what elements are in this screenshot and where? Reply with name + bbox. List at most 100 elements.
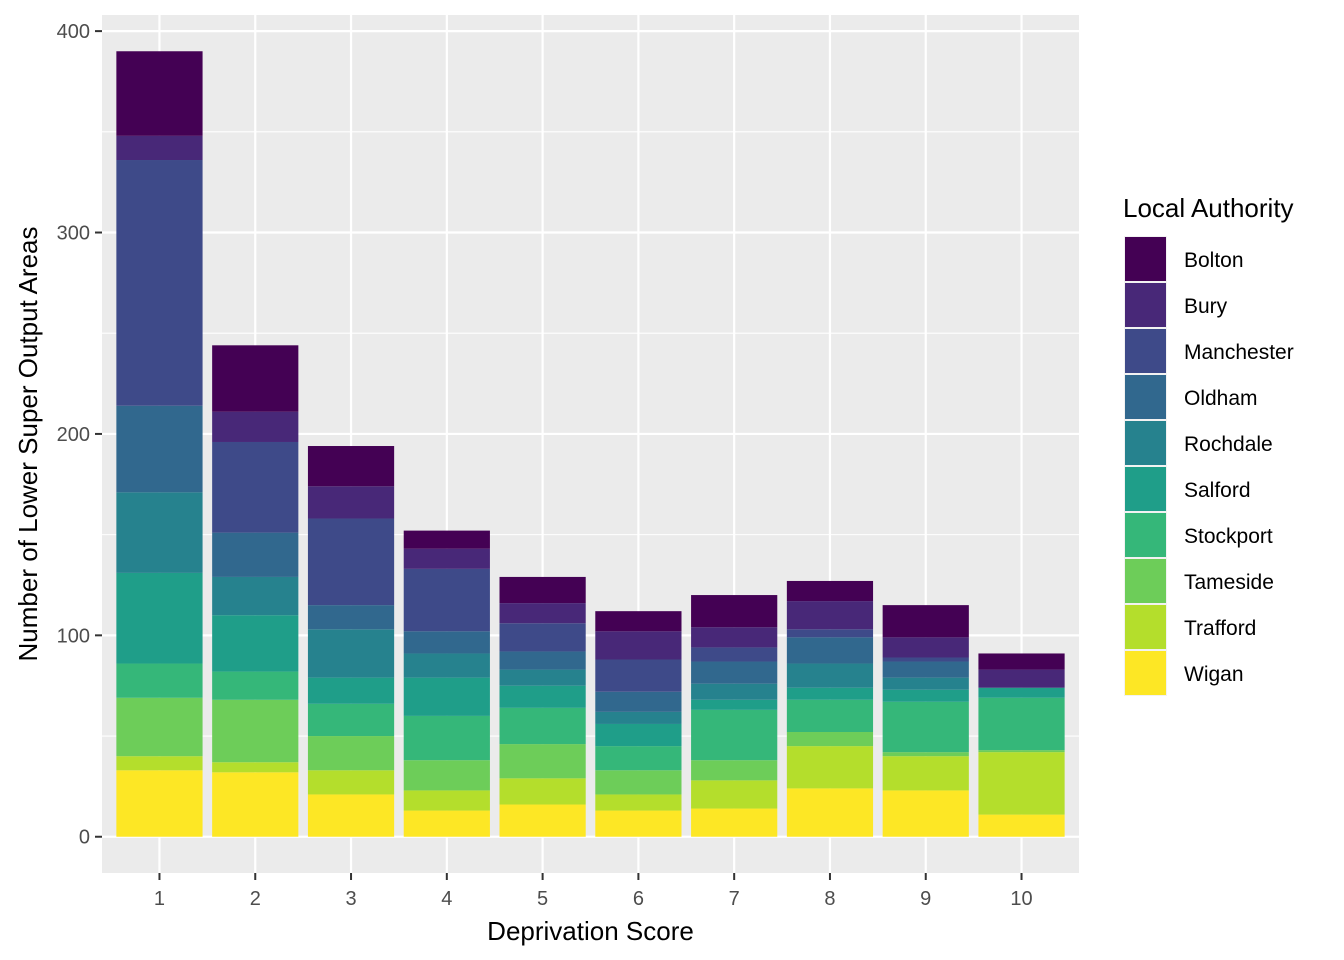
bar-rochdale-score-7	[691, 683, 778, 700]
bar-trafford-score-3	[307, 770, 395, 795]
bar-oldham-score-9	[882, 661, 969, 678]
bar-rochdale-score-5	[499, 669, 586, 686]
legend-label-tameside: Tameside	[1184, 571, 1274, 594]
bar-tameside-score-10	[978, 750, 1065, 753]
legend-swatch-bury	[1125, 283, 1166, 327]
bar-salford-score-5	[499, 685, 586, 708]
bar-salford-score-4	[403, 677, 490, 716]
bar-rochdale-score-4	[403, 653, 490, 678]
legend-swatch-salford	[1125, 467, 1166, 511]
bar-tameside-score-1	[116, 697, 203, 757]
y-tick-label: 100	[57, 625, 90, 647]
bar-oldham-score-2	[212, 532, 299, 577]
x-tick-label: 1	[154, 888, 165, 910]
x-tick-label: 2	[250, 888, 261, 910]
bar-bolton-score-6	[595, 611, 682, 632]
bar-oldham-score-8	[786, 637, 874, 664]
bar-bury-score-8	[786, 601, 874, 630]
x-tick-label: 5	[537, 888, 548, 910]
bar-wigan-score-5	[499, 804, 586, 837]
x-tick-label: 9	[920, 888, 931, 910]
bar-bolton-score-5	[499, 576, 586, 604]
bar-bury-score-7	[691, 627, 778, 648]
legend-label-wigan: Wigan	[1184, 663, 1244, 686]
bar-bolton-score-10	[978, 653, 1065, 670]
bar-bury-score-9	[882, 637, 969, 658]
bar-bolton-score-7	[691, 595, 778, 628]
bar-manchester-score-3	[307, 518, 395, 606]
bar-bolton-score-8	[786, 580, 874, 602]
bar-wigan-score-2	[212, 772, 299, 837]
bar-wigan-score-1	[116, 770, 203, 837]
legend-label-trafford: Trafford	[1184, 617, 1256, 640]
bar-rochdale-score-9	[882, 677, 969, 690]
bar-bury-score-4	[403, 548, 490, 569]
bar-bury-score-5	[499, 603, 586, 624]
bar-trafford-score-6	[595, 794, 682, 811]
bar-wigan-score-4	[403, 810, 490, 837]
bar-wigan-score-9	[882, 790, 969, 837]
y-tick-label: 200	[57, 424, 90, 446]
bar-salford-score-2	[212, 615, 299, 672]
bar-salford-score-8	[786, 687, 874, 700]
bar-stockport-score-5	[499, 707, 586, 745]
bar-salford-score-1	[116, 572, 203, 664]
bar-wigan-score-7	[691, 808, 778, 837]
bar-bury-score-6	[595, 631, 682, 660]
bar-rochdale-score-2	[212, 576, 299, 616]
bar-rochdale-score-1	[116, 492, 203, 573]
legend-swatch-stockport	[1125, 513, 1166, 557]
bar-bolton-score-4	[403, 530, 490, 549]
bar-oldham-score-4	[403, 631, 490, 654]
bar-stockport-score-1	[116, 663, 203, 698]
bar-stockport-score-4	[403, 715, 490, 761]
bar-salford-score-7	[691, 699, 778, 710]
x-tick-label: 10	[1010, 888, 1032, 910]
bar-rochdale-score-3	[307, 629, 395, 678]
bar-manchester-score-1	[116, 160, 203, 406]
y-tick-label: 300	[57, 223, 90, 245]
bar-tameside-score-5	[499, 744, 586, 779]
y-axis-title: Number of Lower Super Output Areas	[13, 226, 43, 661]
legend-label-stockport: Stockport	[1184, 525, 1273, 548]
bar-bury-score-1	[116, 135, 203, 161]
legend-label-oldham: Oldham	[1184, 387, 1258, 410]
x-tick-label: 3	[345, 888, 356, 910]
bar-bury-score-3	[307, 486, 395, 519]
legend-label-salford: Salford	[1184, 479, 1251, 502]
bar-trafford-score-1	[116, 756, 203, 771]
bar-manchester-score-7	[691, 647, 778, 662]
bar-trafford-score-5	[499, 778, 586, 805]
bar-bolton-score-2	[212, 345, 299, 412]
bars	[116, 51, 1065, 837]
bar-manchester-score-6	[595, 659, 682, 692]
legend-swatch-trafford	[1125, 605, 1166, 649]
legend-swatch-manchester	[1125, 329, 1166, 373]
bar-wigan-score-10	[978, 814, 1065, 837]
legend-label-bury: Bury	[1184, 295, 1228, 318]
bar-stockport-score-8	[786, 699, 874, 733]
bar-manchester-score-5	[499, 623, 586, 652]
bar-manchester-score-9	[882, 657, 969, 662]
bar-stockport-score-7	[691, 709, 778, 761]
bar-bolton-score-9	[882, 605, 969, 638]
bar-wigan-score-6	[595, 810, 682, 837]
bar-trafford-score-2	[212, 762, 299, 773]
bar-manchester-score-2	[212, 441, 299, 533]
bar-stockport-score-2	[212, 671, 299, 700]
legend-swatch-rochdale	[1125, 421, 1166, 465]
legend-swatch-bolton	[1125, 237, 1166, 281]
axes: 0 100 200 300 400 1 2 3 4 5 6 7 8 9 10	[57, 21, 1033, 910]
legend: Local Authority Bolton Bury Manchester Oldh…	[1123, 193, 1294, 696]
legend-label-bolton: Bolton	[1184, 249, 1244, 272]
bar-salford-score-10	[978, 687, 1065, 698]
bar-tameside-score-7	[691, 760, 778, 781]
bar-stockport-score-9	[882, 701, 969, 753]
y-tick-label: 400	[57, 21, 90, 43]
bar-bury-score-2	[212, 411, 299, 442]
bar-rochdale-score-6	[595, 711, 682, 724]
bar-oldham-score-7	[691, 661, 778, 684]
bar-trafford-score-10	[978, 752, 1065, 815]
bar-bolton-score-3	[307, 446, 395, 487]
bar-trafford-score-4	[403, 790, 490, 811]
